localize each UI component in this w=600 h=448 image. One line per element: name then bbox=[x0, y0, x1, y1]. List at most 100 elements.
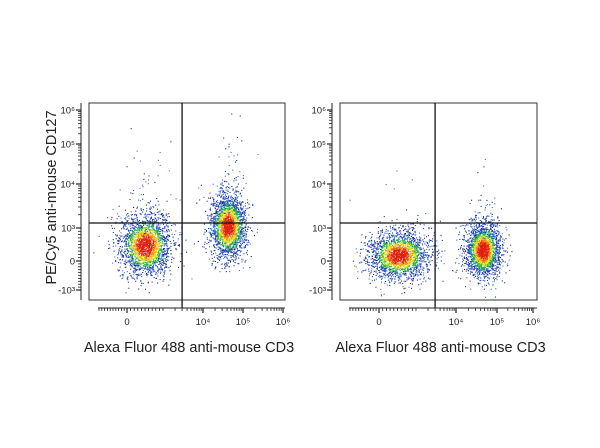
event-dot bbox=[216, 230, 218, 232]
event-dot bbox=[162, 232, 164, 234]
event-dot bbox=[132, 239, 134, 241]
event-dot bbox=[226, 228, 228, 230]
event-dot bbox=[233, 155, 235, 157]
event-dot bbox=[237, 217, 239, 219]
event-dot bbox=[157, 246, 159, 248]
event-dot bbox=[243, 240, 245, 242]
event-dot bbox=[139, 160, 141, 162]
event-dot bbox=[213, 225, 215, 227]
event-dot bbox=[231, 214, 233, 216]
event-dot bbox=[158, 263, 160, 265]
event-dot bbox=[236, 213, 238, 215]
event-dot bbox=[235, 246, 237, 248]
event-dot bbox=[221, 230, 223, 232]
event-dot bbox=[210, 228, 212, 230]
event-dot bbox=[217, 228, 219, 230]
event-dot bbox=[423, 234, 425, 236]
event-dot bbox=[234, 213, 236, 215]
event-dot bbox=[137, 274, 139, 276]
event-dot bbox=[398, 282, 400, 284]
event-dot bbox=[138, 254, 140, 256]
x-axis-label: Alexa Fluor 488 anti-mouse CD3 bbox=[84, 340, 294, 356]
event-dot bbox=[144, 226, 146, 228]
event-dot bbox=[166, 250, 168, 252]
event-dot bbox=[225, 202, 227, 204]
event-dot bbox=[164, 218, 166, 220]
event-dot bbox=[222, 218, 224, 220]
event-dot bbox=[117, 257, 119, 259]
event-dot bbox=[403, 250, 405, 252]
event-dot bbox=[150, 246, 152, 248]
event-dot bbox=[212, 217, 214, 219]
event-dot bbox=[221, 213, 223, 215]
event-dot bbox=[198, 187, 200, 189]
event-dot bbox=[159, 210, 161, 212]
event-dot bbox=[236, 217, 238, 219]
event-dot bbox=[228, 249, 230, 251]
event-dot bbox=[146, 263, 148, 265]
event-dot bbox=[225, 203, 227, 205]
event-dot bbox=[146, 257, 148, 259]
event-dot bbox=[210, 219, 212, 221]
event-dot bbox=[127, 239, 129, 241]
event-dot bbox=[134, 237, 136, 239]
event-dot bbox=[136, 253, 138, 255]
event-dot bbox=[219, 215, 221, 217]
event-dot bbox=[215, 205, 217, 207]
event-dot bbox=[230, 215, 232, 217]
event-dot bbox=[165, 243, 167, 245]
event-dot bbox=[418, 270, 420, 272]
event-dot bbox=[136, 232, 138, 234]
event-dot bbox=[118, 240, 120, 242]
event-dot bbox=[141, 226, 143, 228]
event-dot bbox=[411, 273, 413, 275]
event-dot bbox=[132, 236, 134, 238]
event-dot bbox=[240, 231, 242, 233]
event-dot bbox=[163, 276, 165, 278]
event-dot bbox=[168, 216, 170, 218]
event-dot bbox=[220, 250, 222, 252]
event-dot bbox=[243, 211, 245, 213]
event-dot bbox=[225, 209, 227, 211]
event-dot bbox=[235, 208, 237, 210]
event-dot bbox=[223, 203, 225, 205]
event-dot bbox=[150, 275, 152, 277]
event-dot bbox=[244, 219, 246, 221]
event-dot bbox=[218, 247, 220, 249]
event-dot bbox=[147, 261, 149, 263]
event-dot bbox=[141, 259, 143, 261]
event-dot bbox=[227, 208, 229, 210]
event-dot bbox=[239, 171, 241, 173]
event-dot bbox=[214, 247, 216, 249]
event-dot bbox=[422, 244, 424, 246]
event-dot bbox=[162, 251, 164, 253]
event-dot bbox=[240, 208, 242, 210]
event-dot bbox=[140, 285, 142, 287]
event-dot bbox=[217, 246, 219, 248]
event-dot bbox=[151, 261, 153, 263]
event-dot bbox=[150, 268, 152, 270]
event-dot bbox=[378, 272, 380, 274]
event-dot bbox=[146, 208, 148, 210]
event-dot bbox=[147, 259, 149, 261]
event-dot bbox=[407, 269, 409, 271]
event-dot bbox=[135, 273, 137, 275]
event-dot bbox=[167, 236, 169, 238]
event-dot bbox=[216, 220, 218, 222]
event-dot bbox=[219, 214, 221, 216]
event-dot bbox=[211, 251, 213, 253]
event-dot bbox=[159, 269, 161, 271]
event-dot bbox=[124, 248, 126, 250]
event-dot bbox=[231, 197, 233, 199]
event-dot bbox=[152, 255, 154, 257]
event-dot bbox=[130, 245, 132, 247]
event-dot bbox=[136, 235, 138, 237]
event-dot bbox=[211, 218, 213, 220]
event-dot bbox=[153, 223, 155, 225]
event-dot bbox=[223, 206, 225, 208]
event-dot bbox=[220, 255, 222, 257]
event-dot bbox=[122, 221, 124, 223]
event-dot bbox=[239, 201, 241, 203]
event-dot bbox=[144, 238, 146, 240]
event-dot bbox=[225, 211, 227, 213]
